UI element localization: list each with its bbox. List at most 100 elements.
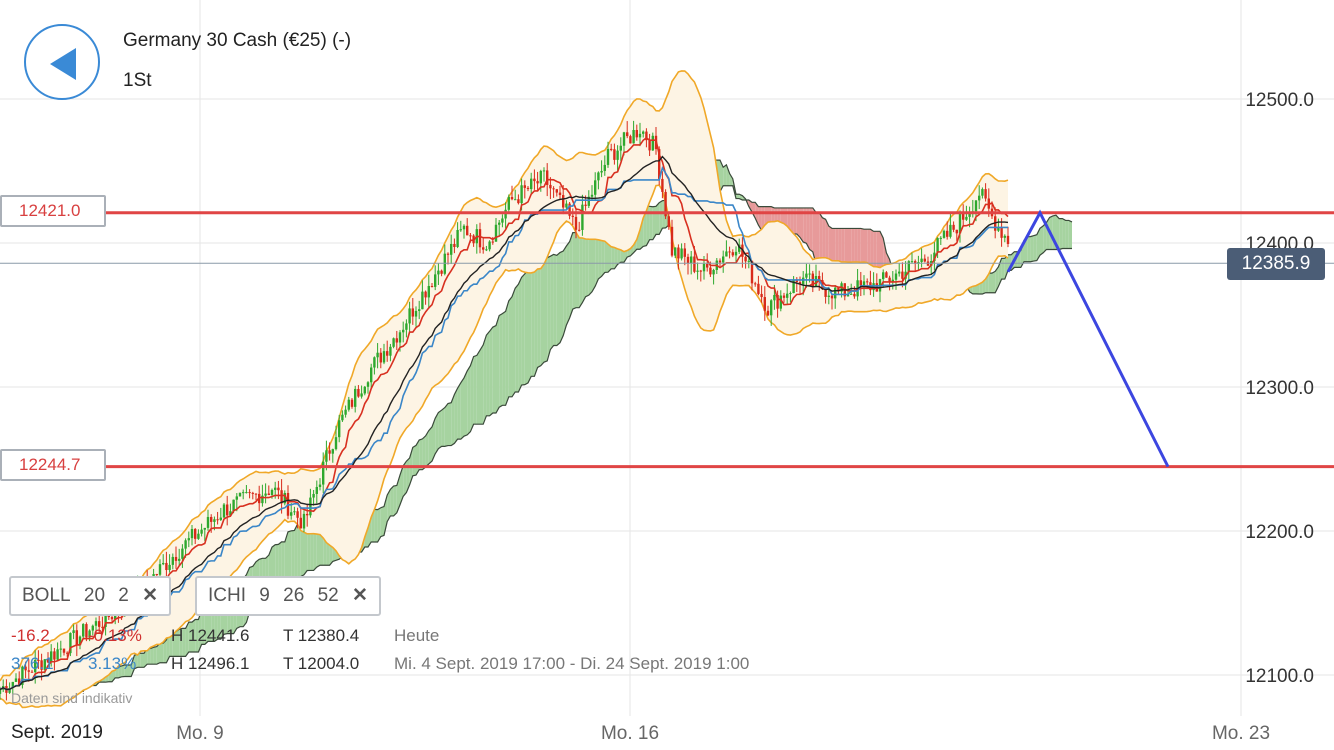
hline-label-upper[interactable]: 12421.0 [0, 195, 106, 227]
cloud-segment [192, 619, 196, 653]
candle-body [584, 204, 587, 206]
back-button[interactable] [24, 24, 100, 100]
candle-body [398, 332, 402, 343]
candle-body [238, 492, 242, 497]
cloud-segment [524, 270, 528, 385]
candle-body [523, 185, 526, 188]
boll-period: 20 [83, 585, 106, 606]
candle-body [827, 295, 830, 297]
candle-body [392, 338, 395, 347]
cloud-segment [800, 207, 804, 242]
candle-body [18, 678, 21, 685]
candle-body [155, 574, 158, 576]
boll-indicator-chip[interactable]: BOLL 20 2 ✕ [9, 576, 172, 616]
candle-body [610, 148, 613, 150]
cloud-segment [131, 655, 135, 677]
cloud-segment [371, 509, 375, 542]
candle-body [565, 203, 568, 208]
candle-body [376, 352, 379, 358]
candle-body [632, 129, 635, 144]
cloud-segment [531, 263, 535, 377]
cloud-segment [790, 207, 794, 235]
projection-line [1006, 209, 1170, 468]
candle-body [818, 276, 821, 281]
candle-body [14, 678, 18, 682]
bollinger-bands [0, 70, 1009, 709]
cloud-segment [540, 257, 544, 366]
candle-body [466, 225, 469, 236]
hline-label-lower[interactable]: 12244.7 [0, 449, 106, 481]
ichi-indicator-chip[interactable]: ICHI 9 26 52 ✕ [195, 576, 381, 616]
horizontal-lines [0, 211, 1334, 469]
candle-body [702, 263, 706, 272]
candle-body [709, 267, 712, 275]
cloud-segment [156, 643, 160, 665]
x-tick-label: Mo. 23 [1212, 723, 1270, 744]
candle-body [763, 297, 766, 311]
cloud-segment [793, 207, 797, 235]
cloud-segment [512, 288, 516, 397]
candle-body [450, 243, 453, 255]
candle-body [59, 648, 62, 650]
candle-body [104, 608, 107, 627]
cloud-segment [505, 300, 509, 406]
cloud-segment [1062, 218, 1066, 249]
candle-body [248, 492, 251, 494]
candle-body [98, 621, 101, 627]
candle-body [779, 295, 782, 309]
cloud-segment [454, 388, 458, 444]
cloud-segment [560, 251, 564, 343]
candle-body [251, 492, 254, 494]
candle-body [395, 338, 398, 343]
candle-body [488, 241, 491, 250]
candle-body [984, 189, 987, 199]
cloud-segment [553, 254, 557, 346]
cloud-segment [441, 407, 445, 447]
candle-body [446, 253, 450, 255]
candle-body [738, 244, 741, 252]
candle-body [965, 216, 968, 220]
cloud-segment [150, 647, 154, 665]
candle-body [46, 659, 50, 663]
candle-body [606, 148, 610, 165]
candle-body [578, 229, 581, 231]
close-icon[interactable]: ✕ [142, 585, 159, 606]
candle-body [888, 277, 891, 282]
cloud-segment [521, 273, 525, 386]
candle-body [882, 272, 885, 280]
candle-body [232, 499, 235, 512]
cloud-segment [464, 370, 468, 437]
candle-body [981, 189, 984, 196]
candle-body [40, 660, 43, 670]
candle-body [549, 184, 552, 189]
cloud-segment [1001, 258, 1005, 280]
current-price-tag: 12385.9 [1227, 248, 1325, 280]
close-icon[interactable]: ✕ [351, 585, 368, 606]
cloud-segment [172, 631, 176, 657]
cloud-segment [736, 194, 740, 199]
candle-body [946, 230, 949, 237]
candle-body [283, 492, 286, 504]
cloud-segment [470, 356, 474, 432]
cloud-segment [460, 377, 464, 440]
cloud-segment [489, 327, 493, 416]
cloud-segment [134, 653, 138, 669]
candle-body [350, 399, 354, 407]
candle-body [75, 630, 78, 646]
candle-body [21, 666, 24, 685]
cloud-segment [748, 199, 752, 213]
candle-body [66, 652, 69, 654]
cloud-segment [473, 355, 477, 425]
timeframe-label[interactable]: 1St [123, 70, 152, 91]
candle-body [242, 492, 245, 494]
candle-body [56, 649, 59, 660]
cloud-segment [576, 227, 580, 308]
candle-body [290, 512, 293, 516]
cloud-segment [550, 254, 554, 350]
candle-body [814, 276, 818, 287]
candle-body [306, 513, 309, 516]
candle-body [760, 293, 763, 298]
cloud-segment [403, 461, 407, 497]
candle-body [162, 562, 165, 565]
